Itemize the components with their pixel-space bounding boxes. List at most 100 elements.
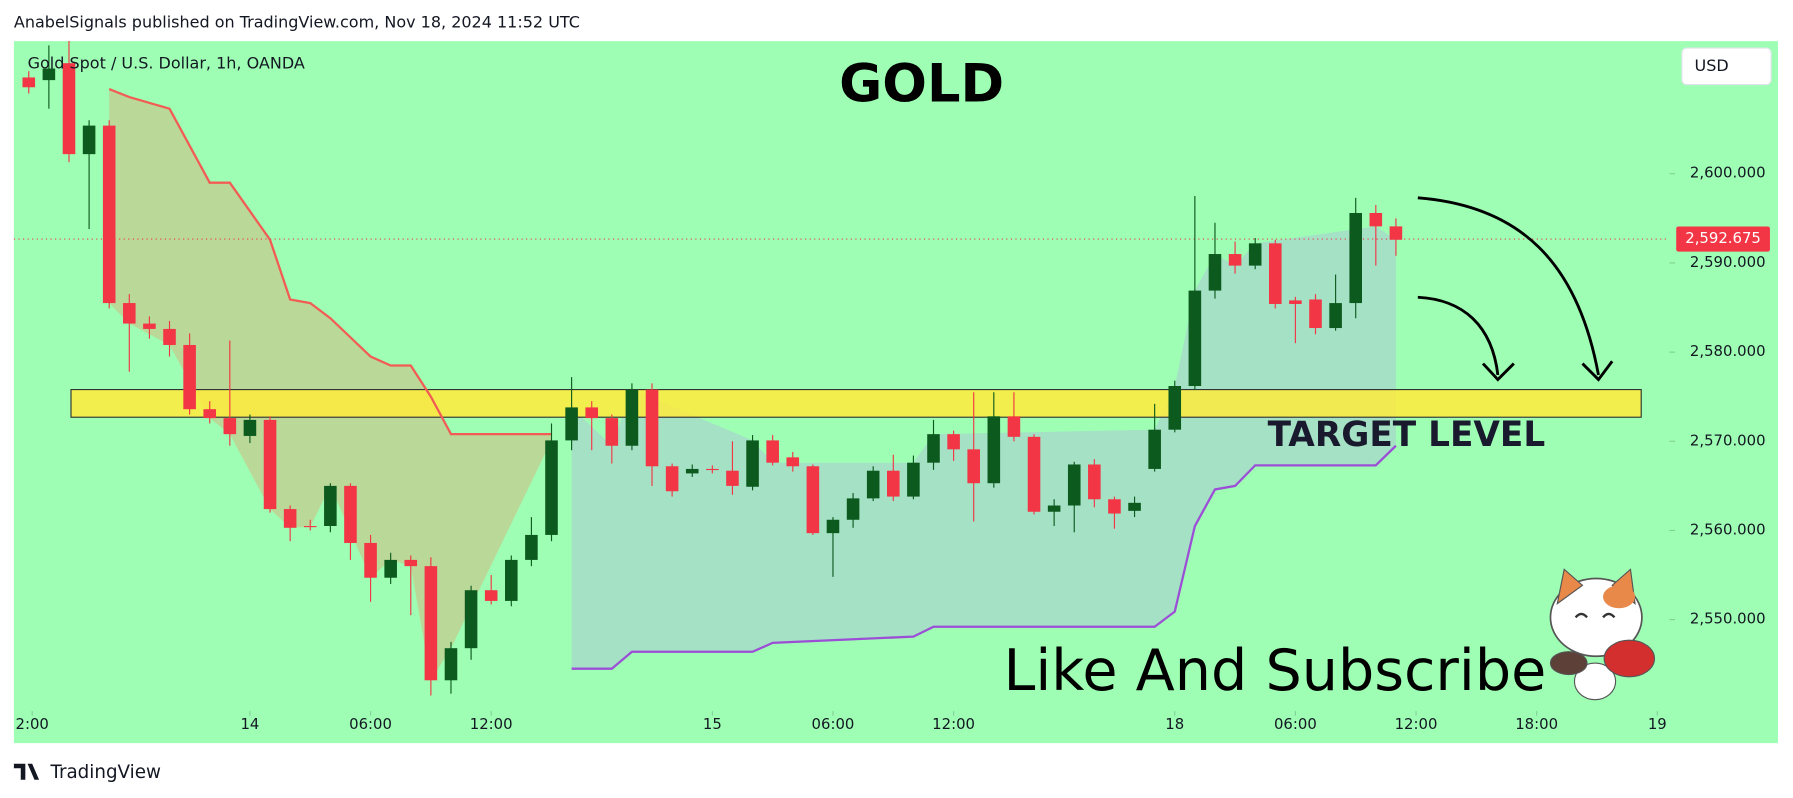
symbol-legend: Gold Spot / U.S. Dollar, 1h, OANDA: [28, 54, 305, 73]
candle-body: [143, 323, 156, 329]
candle-body: [545, 440, 558, 535]
candle-body: [585, 407, 599, 419]
x-tick-label: 18: [1165, 715, 1184, 733]
candle-body: [505, 559, 518, 601]
candle-body: [1067, 464, 1081, 506]
candle-body: [42, 68, 56, 81]
currency-label[interactable]: USD: [1695, 56, 1729, 75]
candle-body: [82, 125, 96, 155]
candle-body: [1128, 502, 1141, 511]
candle-body: [464, 590, 478, 649]
y-tick-label: 2,590.000: [1690, 253, 1766, 271]
candle-body: [525, 534, 538, 560]
candle-body: [424, 566, 438, 681]
currency-button[interactable]: [1681, 47, 1772, 86]
x-tick-label: 12:00: [470, 715, 513, 733]
candle-body: [1168, 386, 1182, 430]
candle-body: [62, 63, 76, 155]
annotation: Like And Subscribe: [1004, 638, 1547, 704]
candle-body: [1108, 499, 1121, 514]
candle-body: [384, 559, 397, 578]
arrow-head: [1581, 360, 1614, 382]
y-tick-label: 2,600.000: [1690, 164, 1766, 182]
plot-area: [13, 40, 1670, 696]
candle-body: [806, 466, 820, 534]
candle-body: [1188, 290, 1202, 387]
candle-body: [22, 77, 36, 88]
candle-body: [645, 389, 659, 467]
x-tick-label: 15: [703, 715, 722, 733]
x-tick-label: 18:00: [1515, 715, 1558, 733]
candle-body: [1148, 429, 1161, 469]
candle-body: [484, 590, 498, 601]
x-tick-label: 06:00: [812, 715, 855, 733]
arrow: [1417, 295, 1500, 376]
y-tick-label: 2,560.000: [1690, 520, 1766, 538]
candle-body: [364, 542, 377, 578]
x-tick-label: 06:00: [349, 715, 392, 733]
candle-body: [243, 419, 257, 436]
candle-body: [123, 303, 136, 324]
candle-body: [283, 509, 297, 528]
candle-body: [846, 498, 860, 520]
y-tick-label: 2,550.000: [1690, 610, 1766, 628]
candle-body: [866, 470, 880, 499]
x-tick-label: 19: [1648, 715, 1667, 733]
x-tick-label: 06:00: [1274, 715, 1317, 733]
indicator-line: [571, 444, 1397, 670]
chart-title: GOLD: [839, 54, 1004, 115]
publish-header: AnabelSignals published on TradingView.c…: [14, 12, 580, 31]
candle-body: [665, 466, 679, 492]
candle-body: [344, 485, 357, 543]
candle-body: [1309, 299, 1322, 329]
x-tick-label: 12:00: [1395, 715, 1438, 733]
x-tick-label: 2:00: [16, 715, 49, 733]
target-label: TARGET LEVEL: [1268, 415, 1546, 455]
candle-body: [927, 434, 940, 463]
candle-body: [1369, 213, 1383, 227]
y-tick-label: 2,570.000: [1690, 431, 1766, 449]
candle-body: [404, 559, 418, 567]
candle-body: [1228, 254, 1242, 266]
candle-body: [826, 519, 840, 534]
x-tick-label: 12:00: [932, 715, 975, 733]
candle-body: [102, 125, 116, 304]
candle-body: [303, 526, 317, 528]
candle-body: [444, 648, 458, 681]
candle-body: [786, 457, 800, 467]
candle-body: [746, 440, 759, 487]
candle-body: [967, 449, 981, 484]
candle-body: [263, 419, 277, 510]
candle-body: [1047, 505, 1061, 512]
candle-body: [1027, 436, 1041, 512]
arrow: [1417, 196, 1600, 376]
target-zone: [70, 389, 1642, 418]
candle-body: [183, 344, 196, 410]
arrow-head: [1481, 362, 1515, 382]
candle-body: [726, 470, 739, 486]
last-price-tag: [1676, 226, 1770, 252]
indicator-line: [108, 87, 552, 436]
candle-body: [685, 468, 699, 474]
candle-body: [907, 462, 920, 497]
candle-body: [1349, 213, 1362, 304]
candle-body: [565, 407, 578, 441]
candle-body: [706, 468, 719, 471]
candle-body: [987, 416, 1001, 484]
candle-body: [625, 389, 639, 446]
candle-body: [1248, 243, 1262, 266]
candle-body: [947, 434, 960, 450]
last-price-label: 2,592.675: [1685, 229, 1761, 247]
candle-body: [1289, 300, 1302, 304]
indicator-fill: [109, 89, 552, 681]
candle-body: [163, 328, 176, 345]
candle-body: [223, 418, 237, 435]
brand-logo: [13, 763, 40, 780]
candle-body: [1007, 416, 1021, 437]
sticker: [1549, 568, 1656, 701]
brand-name: TradingView: [49, 762, 161, 783]
candle-body: [1389, 226, 1403, 240]
candle-body: [203, 409, 217, 419]
